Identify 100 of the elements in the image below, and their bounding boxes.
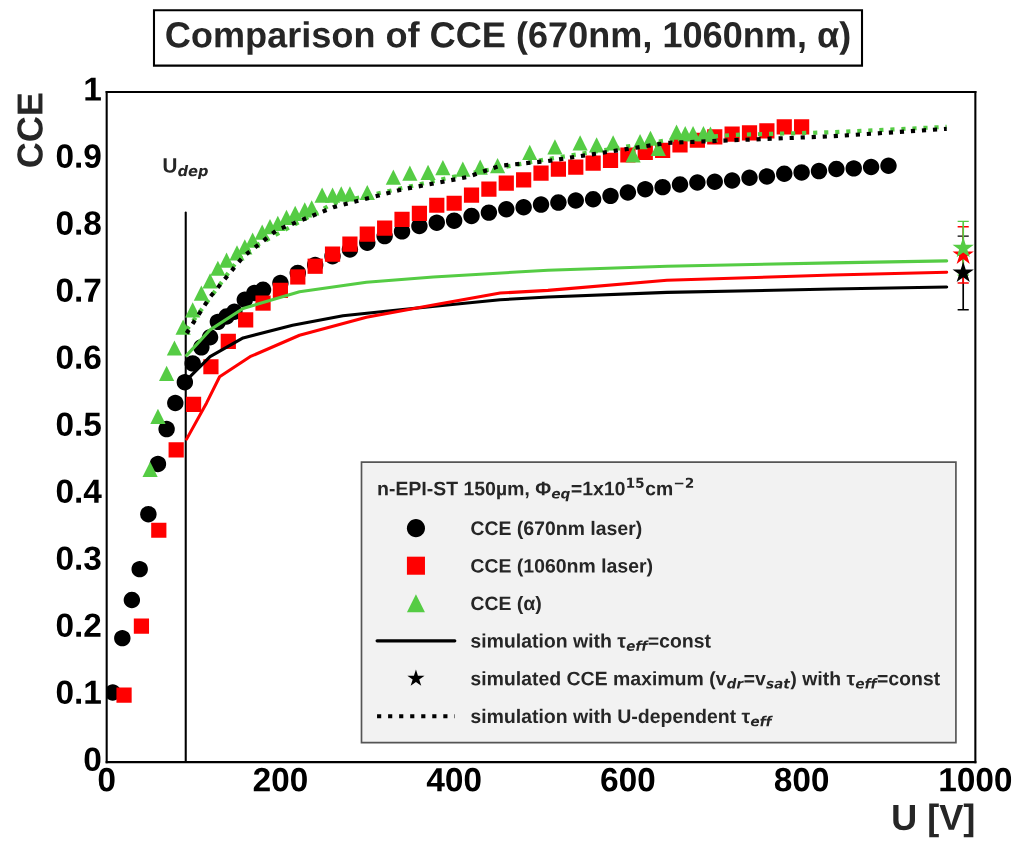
point: [516, 172, 532, 188]
point: [202, 273, 218, 289]
point: [428, 214, 445, 231]
point: [463, 207, 480, 225]
x-tick-label: 1000: [940, 767, 1012, 792]
point: [359, 226, 375, 242]
point: [568, 159, 584, 175]
point: [810, 162, 828, 180]
y-tick-label: 0.1: [56, 680, 101, 705]
y-tick-label: 0.3: [56, 546, 101, 571]
y-axis-title: CCE: [17, 93, 43, 167]
point: [706, 173, 723, 191]
point: [133, 618, 150, 634]
point: [533, 165, 549, 181]
point: [402, 165, 418, 181]
point: [377, 220, 393, 236]
point: [532, 196, 550, 213]
x-tick-label: 800: [774, 767, 829, 792]
ref-line-label: U$_{dep}$: [163, 158, 208, 180]
point: [342, 236, 358, 252]
point: [290, 269, 306, 285]
point: [210, 260, 226, 276]
legend-label: simulation with U-dependent τ$_{eff}$: [471, 708, 773, 727]
point: [158, 420, 175, 438]
point: [498, 201, 515, 218]
point: [794, 119, 810, 135]
point: [385, 169, 401, 185]
point: [159, 365, 175, 382]
point: [828, 160, 845, 178]
point: [114, 629, 131, 647]
legend-label: CCE (670nm laser): [471, 520, 642, 539]
point: [193, 285, 209, 301]
point: [149, 455, 167, 473]
legend-label: simulation with τ$_{eff}$=const: [471, 633, 711, 651]
x-tick-label: 600: [601, 767, 655, 792]
point: [550, 161, 566, 177]
point: [776, 119, 792, 135]
legend-label: CCE (1060nm laser): [471, 558, 653, 577]
point: [515, 199, 532, 216]
point: [481, 181, 497, 197]
y-tick-label: 0.2: [56, 613, 101, 638]
point: [116, 687, 132, 703]
y-tick-label: 1: [85, 77, 101, 101]
point: [723, 172, 741, 189]
y-tick-label: 0.7: [56, 278, 101, 302]
point: [445, 212, 463, 229]
point: [435, 160, 451, 176]
point: [880, 157, 897, 174]
point: [168, 442, 184, 458]
point: [218, 252, 235, 268]
point: [446, 195, 462, 211]
point: [429, 197, 445, 213]
y-tick-label: 0.6: [56, 345, 101, 369]
point: [567, 192, 584, 209]
point: [420, 164, 436, 181]
legend-label: simulated CCE maximum (v$_{dr}$=v$_{sat}$) with τ$_{eff}$=const: [471, 671, 940, 690]
point: [498, 175, 514, 191]
point: [394, 211, 410, 227]
point: [140, 505, 157, 523]
point: [151, 522, 167, 538]
point: [203, 359, 219, 375]
x-tick-label: 400: [426, 767, 481, 792]
point: [166, 340, 183, 356]
point: [550, 194, 567, 211]
point: [411, 205, 428, 221]
point: [619, 184, 637, 201]
point: [150, 408, 166, 424]
point: [602, 152, 619, 168]
x-axis-title: U [V]: [893, 803, 974, 838]
y-tick-label: 0.8: [56, 211, 101, 235]
point: [602, 187, 619, 205]
point: [123, 591, 141, 609]
point: [793, 164, 810, 181]
point: [625, 147, 641, 163]
point: [184, 355, 201, 372]
point: [522, 144, 538, 160]
y-tick-label: 0.9: [56, 144, 101, 168]
point: [185, 396, 202, 412]
point: [637, 180, 654, 198]
chart-title: Comparison of CCE (670nm, 1060nm, α): [166, 21, 850, 55]
point: [689, 174, 706, 191]
point: [463, 187, 480, 203]
line-series: [185, 270, 949, 441]
point: [952, 236, 974, 258]
x-tick-label: 200: [253, 767, 307, 792]
point: [585, 155, 601, 171]
point: [741, 169, 758, 186]
point: [671, 176, 689, 193]
point: [862, 158, 880, 176]
point: [952, 261, 974, 282]
legend-label: CCE (α): [471, 595, 541, 615]
point: [845, 160, 862, 177]
point: [167, 394, 184, 412]
point: [654, 178, 671, 196]
point: [758, 168, 776, 185]
point: [572, 135, 588, 151]
point: [547, 139, 563, 155]
point: [584, 191, 602, 208]
point: [776, 165, 793, 182]
y-tick-label: 0.4: [56, 479, 102, 504]
